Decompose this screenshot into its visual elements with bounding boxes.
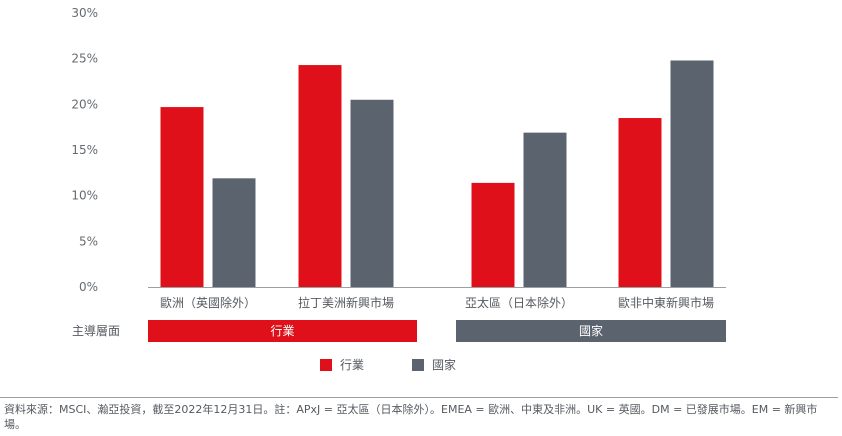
bar-country xyxy=(670,60,714,287)
bar-industry xyxy=(471,182,515,287)
category-label: 亞太區（日本除外） xyxy=(465,295,573,310)
legend-swatch-industry xyxy=(320,358,332,371)
dimension-row-label: 主導層面 xyxy=(72,324,120,338)
dimension-bar-label: 國家 xyxy=(579,323,603,338)
y-tick-label: 15% xyxy=(71,143,98,157)
source-footnote: 資料來源：MSCI、瀚亞投資，截至2022年12月31日。註：APxJ = 亞太… xyxy=(4,403,818,431)
legend-swatch-country xyxy=(412,358,425,371)
category-label: 歐非中東新興市場 xyxy=(618,295,714,310)
y-tick-label: 20% xyxy=(71,97,98,111)
bar-industry xyxy=(298,65,342,287)
bar-country xyxy=(212,178,256,287)
footer-divider xyxy=(0,397,838,398)
dimension-bar xyxy=(456,320,726,342)
dimension-bar xyxy=(148,320,417,342)
bar-country xyxy=(350,99,394,288)
category-label: 歐洲（英國除外） xyxy=(160,295,256,310)
y-tick-label: 10% xyxy=(71,189,98,203)
bars xyxy=(160,60,714,288)
legend-label-country: 國家 xyxy=(432,358,457,372)
y-tick-label: 30% xyxy=(71,6,98,20)
bar-country xyxy=(523,132,567,287)
y-tick-label: 0% xyxy=(79,280,98,294)
bar-industry xyxy=(618,118,662,288)
dimension-row: 行業 國家 xyxy=(148,320,726,342)
legend: 行業 國家 xyxy=(320,356,456,373)
dimension-bar-label: 行業 xyxy=(270,324,294,338)
legend-item-industry: 行業 xyxy=(320,356,364,373)
y-tick-label: 25% xyxy=(71,52,98,66)
y-axis-ticks: 30% 25% 20% 15% 10% 5% 0% xyxy=(71,6,98,294)
bar-industry xyxy=(160,107,204,287)
y-tick-label: 5% xyxy=(79,234,98,248)
category-labels: 歐洲（英國除外） 拉丁美洲新興市場 亞太區（日本除外） 歐非中東新興市場 xyxy=(160,295,714,310)
legend-item-country: 國家 xyxy=(412,356,456,373)
category-label: 拉丁美洲新興市場 xyxy=(298,295,394,310)
bar-chart: 30% 25% 20% 15% 10% 5% 0% 歐洲（英國除外） 拉丁美洲新興市場 亞太區（… xyxy=(71,6,726,342)
legend-label-industry: 行業 xyxy=(340,358,365,372)
